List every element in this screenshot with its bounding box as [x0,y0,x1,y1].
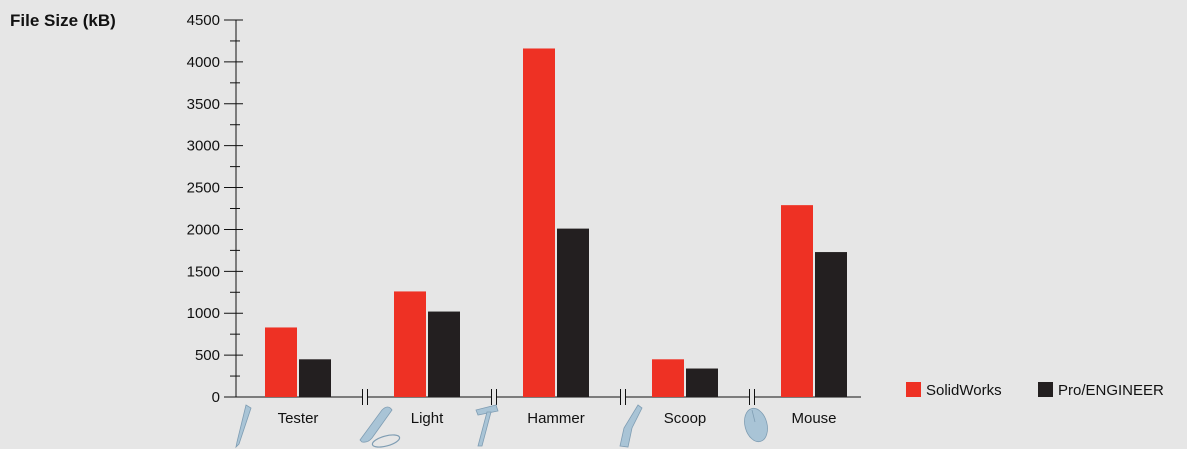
y-tick-label: 500 [195,347,220,364]
axis-break-marker [362,389,368,405]
category-icons [235,404,768,449]
bar-solidworks-light [394,291,426,397]
y-tick-label: 1500 [187,263,220,280]
pen-icon [235,404,252,449]
y-tick-label: 4500 [187,12,220,29]
hammer-icon [475,404,499,447]
y-tick-label: 1000 [187,305,220,322]
y-tick-label: 3500 [187,96,220,113]
bar-pro-engineer-scoop [686,368,718,397]
legend-swatch [1038,382,1053,397]
y-tick-label: 2500 [187,180,220,197]
axis-break-marker [749,389,755,405]
axis-break-marker [620,389,626,405]
axes: 0 500 1000 1500 2000 2500 3000 3500 4000 4500 Test… [187,12,861,427]
x-tick-label: Mouse [791,410,836,427]
bar-pro-engineer-tester [299,359,331,397]
x-tick-label: Scoop [664,410,707,427]
bars [265,48,847,398]
legend-label: Pro/ENGINEER [1058,382,1164,399]
scoop-icon [619,404,643,448]
bar-solidworks-scoop [652,359,684,397]
y-tick-label: 3000 [187,138,220,155]
axis-break-marker [491,389,497,405]
bar-pro-engineer-light [428,311,460,397]
y-tick-label: 4000 [187,54,220,71]
mouse-icon [744,407,768,443]
bar-pro-engineer-hammer [557,228,589,397]
y-axis-label: File Size (kB) [10,11,116,30]
y-tick-label: 0 [212,389,220,406]
legend-label: SolidWorks [926,382,1002,399]
bar-pro-engineer-mouse [815,252,847,397]
paperclip-light-icon [359,406,401,448]
legend: SolidWorks Pro/ENGINEER [906,382,1164,399]
legend-item: Pro/ENGINEER [1038,382,1164,399]
x-tick-label: Hammer [527,410,585,427]
bar-solidworks-tester [265,327,297,397]
bar-solidworks-hammer [523,48,555,398]
x-tick-label: Light [411,410,444,427]
legend-swatch [906,382,921,397]
y-tick-label: 2000 [187,221,220,238]
bar-solidworks-mouse [781,205,813,397]
x-tick-label: Tester [278,410,319,427]
legend-item: SolidWorks [906,382,1002,399]
